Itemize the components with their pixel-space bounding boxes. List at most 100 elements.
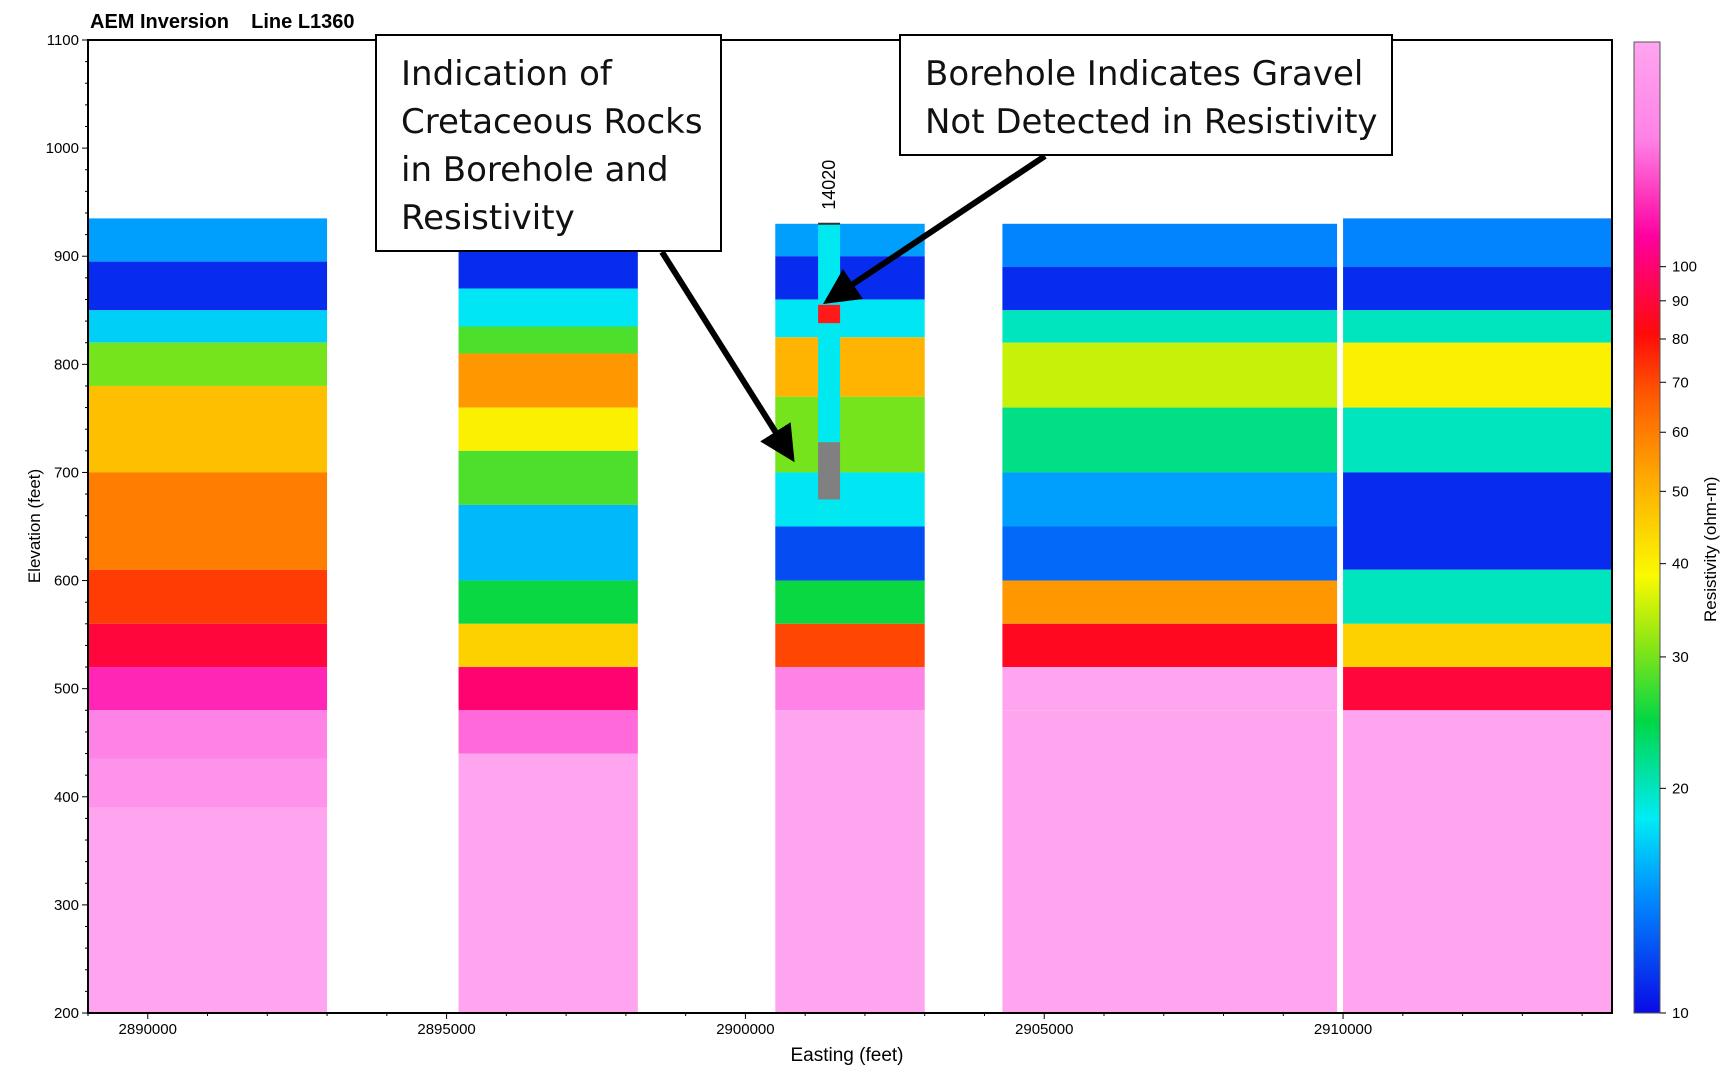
resistivity-layer [1002, 267, 1338, 311]
resistivity-layer [458, 667, 638, 711]
section-segment-1 [88, 218, 328, 1013]
colorbar-tick-label: 90 [1672, 293, 1689, 310]
y-axis-label: Elevation (feet) [25, 469, 44, 583]
section-segment-3 [775, 223, 925, 1013]
colorbar-tick-label: 50 [1672, 483, 1689, 500]
y-tick-label: 900 [54, 248, 79, 265]
resistivity-layer [1343, 667, 1612, 711]
colorbar-tick-label: 70 [1672, 374, 1689, 391]
borehole-label: 14020 [819, 160, 839, 210]
colorbar: 10 20 30 40 50 60 70 80 90 100 Resistivity (ohm-m) [1633, 41, 1720, 1022]
colorbar-tick-label: 60 [1672, 424, 1689, 441]
resistivity-layer [458, 353, 638, 408]
y-tick-label: 400 [54, 789, 79, 806]
resistivity-layer [1343, 407, 1612, 473]
arrow-to-cretaceous-interval [659, 250, 795, 463]
y-tick-label: 300 [54, 897, 79, 914]
resistivity-layer [88, 667, 328, 711]
resistivity-layer [775, 472, 925, 527]
resistivity-layer [88, 342, 328, 386]
colorbar-tick-label: 80 [1672, 331, 1689, 348]
callout-arrows [659, 153, 1047, 463]
x-tick-label: 2900000 [716, 1021, 774, 1038]
y-tick-label: 600 [54, 573, 79, 590]
colorbar-tick-label: 30 [1672, 649, 1689, 666]
resistivity-layer [88, 807, 328, 1013]
plot-frame [87, 39, 1613, 1014]
resistivity-layer [775, 526, 925, 581]
x-axis-label: Easting (feet) [791, 1045, 904, 1066]
resistivity-layer [1343, 342, 1612, 408]
section-segment-5 [1343, 218, 1612, 1013]
resistivity-layer [458, 326, 638, 354]
arrow-to-gravel-interval [823, 153, 1047, 304]
x-tick-label: 2905000 [1015, 1021, 1073, 1038]
resistivity-layer [458, 580, 638, 624]
annotation-cretaceous-rocks: Indication of Cretaceous Rocks in Boreho… [375, 34, 722, 252]
resistivity-layer [458, 710, 638, 754]
resistivity-layer [1002, 342, 1338, 408]
resistivity-layer [1002, 472, 1338, 527]
resistivity-layer [775, 667, 925, 711]
resistivity-layer [88, 472, 328, 570]
chart-title: AEM Inversion Line L1360 [90, 11, 355, 33]
resistivity-layer [1002, 407, 1338, 473]
resistivity-layer [88, 261, 328, 311]
y-tick-label: 200 [54, 1005, 79, 1022]
resistivity-layer [458, 407, 638, 451]
colorbar-tick-label: 40 [1672, 556, 1689, 573]
y-tick-label: 700 [54, 464, 79, 481]
x-tick-label: 2895000 [417, 1021, 475, 1038]
section-plot: 14020 [88, 160, 1612, 1013]
resistivity-layer [458, 753, 638, 1013]
colorbar-gradient [1633, 41, 1661, 1014]
resistivity-layer [88, 569, 328, 624]
resistivity-layer [458, 450, 638, 505]
y-tick-label: 800 [54, 356, 79, 373]
y-tick-label: 1100 [47, 32, 79, 49]
resistivity-layer [1002, 667, 1338, 711]
borehole-column: 14020 [818, 160, 841, 527]
borehole-interval [818, 442, 841, 500]
borehole-interval [818, 304, 841, 324]
resistivity-layer [1343, 218, 1612, 268]
resistivity-layer [1002, 223, 1338, 268]
colorbar-tick-label: 20 [1672, 780, 1689, 797]
resistivity-layer [775, 710, 925, 1013]
resistivity-layer [775, 623, 925, 668]
resistivity-layer [1343, 472, 1612, 570]
x-tick-label: 2890000 [119, 1021, 177, 1038]
colorbar-tick-label: 10 [1672, 1005, 1689, 1022]
resistivity-layer [1343, 310, 1612, 343]
y-tick-label: 1000 [46, 140, 79, 157]
resistivity-layer [1002, 623, 1338, 668]
section-segment-4 [1002, 223, 1338, 1013]
resistivity-layer [775, 256, 925, 300]
resistivity-layer [775, 580, 925, 624]
resistivity-layer [775, 299, 925, 338]
resistivity-layer [1002, 526, 1338, 581]
resistivity-layer [88, 623, 328, 668]
resistivity-layer [88, 218, 328, 262]
x-tick-label: 2910000 [1314, 1021, 1372, 1038]
borehole-interval [818, 223, 841, 305]
resistivity-layer [775, 396, 925, 473]
resistivity-layer [1343, 710, 1612, 1013]
resistivity-layer [88, 710, 328, 759]
resistivity-layer [458, 623, 638, 668]
resistivity-layer [1002, 710, 1338, 1013]
resistivity-layer [88, 385, 328, 473]
resistivity-layer [775, 337, 925, 397]
resistivity-layer [88, 758, 328, 808]
resistivity-layer [1343, 623, 1612, 668]
resistivity-layer [458, 288, 638, 327]
y-tick-label: 500 [54, 681, 79, 698]
resistivity-layer [1002, 310, 1338, 343]
resistivity-layer [458, 504, 638, 581]
colorbar-label: Resistivity (ohm-m) [1701, 477, 1720, 622]
annotation-gravel-not-detected: Borehole Indicates Gravel Not Detected i… [899, 34, 1393, 156]
resistivity-layer [88, 310, 328, 343]
borehole-interval [818, 499, 841, 527]
colorbar-tick-label: 100 [1672, 259, 1697, 276]
